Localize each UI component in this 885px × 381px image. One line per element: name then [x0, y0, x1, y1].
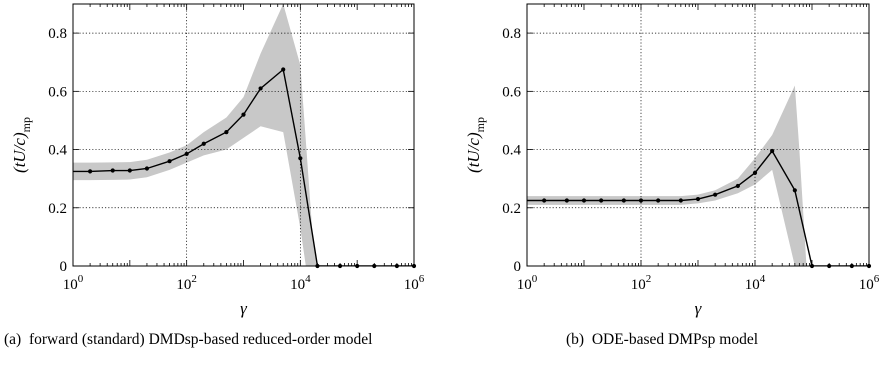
data-point-b	[678, 198, 683, 203]
data-point-a	[110, 168, 115, 173]
y-tick-label-b: 0.4	[502, 143, 521, 159]
mean-line-b	[527, 149, 869, 266]
x-axis-label-b: γ	[695, 299, 703, 318]
data-point-a	[258, 86, 263, 91]
data-point-a	[241, 112, 246, 117]
data-point-b	[770, 148, 775, 154]
x-tick-label-a: 100	[63, 273, 84, 293]
x-tick-label-b: 102	[631, 273, 652, 293]
data-point-b	[599, 198, 604, 203]
data-point-b	[564, 198, 569, 203]
data-point-a	[184, 151, 189, 157]
data-point-b	[735, 183, 740, 189]
x-tick-label-b: 104	[745, 273, 766, 293]
data-point-b	[752, 170, 758, 175]
x-tick-label-b: 100	[517, 273, 538, 293]
y-tick-label-b: 0	[514, 259, 522, 275]
panel-b: 0 0.2 0.4 0.6 0.8 100 102 104 106 γ (tU/c)mp	[464, 3, 880, 318]
caption-b-text: ODE-based DMPsp model	[591, 331, 759, 348]
data-point-a	[144, 166, 150, 171]
data-point-a	[201, 141, 206, 146]
data-point-a	[127, 168, 132, 173]
caption-a: (a) forward (standard) DMDsp-based reduc…	[4, 329, 464, 350]
caption-b-label: (b)	[566, 331, 585, 348]
data-point-a	[224, 129, 229, 135]
data-point-b	[713, 192, 718, 197]
x-tick-label-a: 106	[404, 273, 425, 293]
caption-a-label: (a)	[4, 331, 22, 348]
y-tick-label-b: 0.8	[502, 26, 521, 42]
data-point-b	[581, 198, 587, 203]
data-point-a	[167, 159, 172, 164]
y-axis-label-a: (tU/c)mp	[10, 117, 33, 173]
data-point-a	[298, 156, 303, 161]
y-tick-label-a: 0	[60, 259, 68, 275]
y-tick-label-a: 0.4	[48, 143, 67, 159]
data-point-a	[281, 67, 286, 72]
data-point-a	[88, 169, 93, 174]
x-axis-label-a: γ	[240, 299, 248, 318]
y-tick-label-a: 0.2	[48, 201, 67, 217]
confidence-band-a	[73, 4, 318, 266]
caption-b: (b) ODE-based DMPsp model	[566, 329, 866, 350]
y-tick-label-a: 0.6	[48, 84, 67, 100]
data-point-b	[792, 188, 797, 193]
y-tick-label-b: 0.2	[502, 201, 521, 217]
data-point-b	[621, 198, 626, 203]
data-point-b	[638, 198, 644, 203]
data-point-b	[656, 198, 661, 203]
axes-frame-b	[526, 3, 870, 267]
y-axis-label-b: (tU/c)mp	[464, 117, 487, 173]
x-tick-label-b: 106	[859, 273, 880, 293]
y-tick-label-b: 0.6	[502, 84, 521, 100]
caption-a-text: forward (standard) DMDsp-based reduced-o…	[28, 331, 373, 348]
y-tick-label-a: 0.8	[48, 26, 67, 42]
panel-a: 0 0.2 0.4 0.6 0.8 100 102 104 106 γ (tU/c)mp	[10, 3, 425, 318]
x-tick-label-a: 104	[290, 273, 311, 293]
confidence-band-b	[527, 85, 807, 266]
data-point-b	[695, 196, 701, 202]
figure: 0 0.2 0.4 0.6 0.8 100 102 104 106 γ (tU/c)mp 0 0.2 0.…	[10, 3, 880, 318]
x-tick-label-a: 102	[176, 273, 197, 293]
data-point-b	[542, 198, 547, 203]
